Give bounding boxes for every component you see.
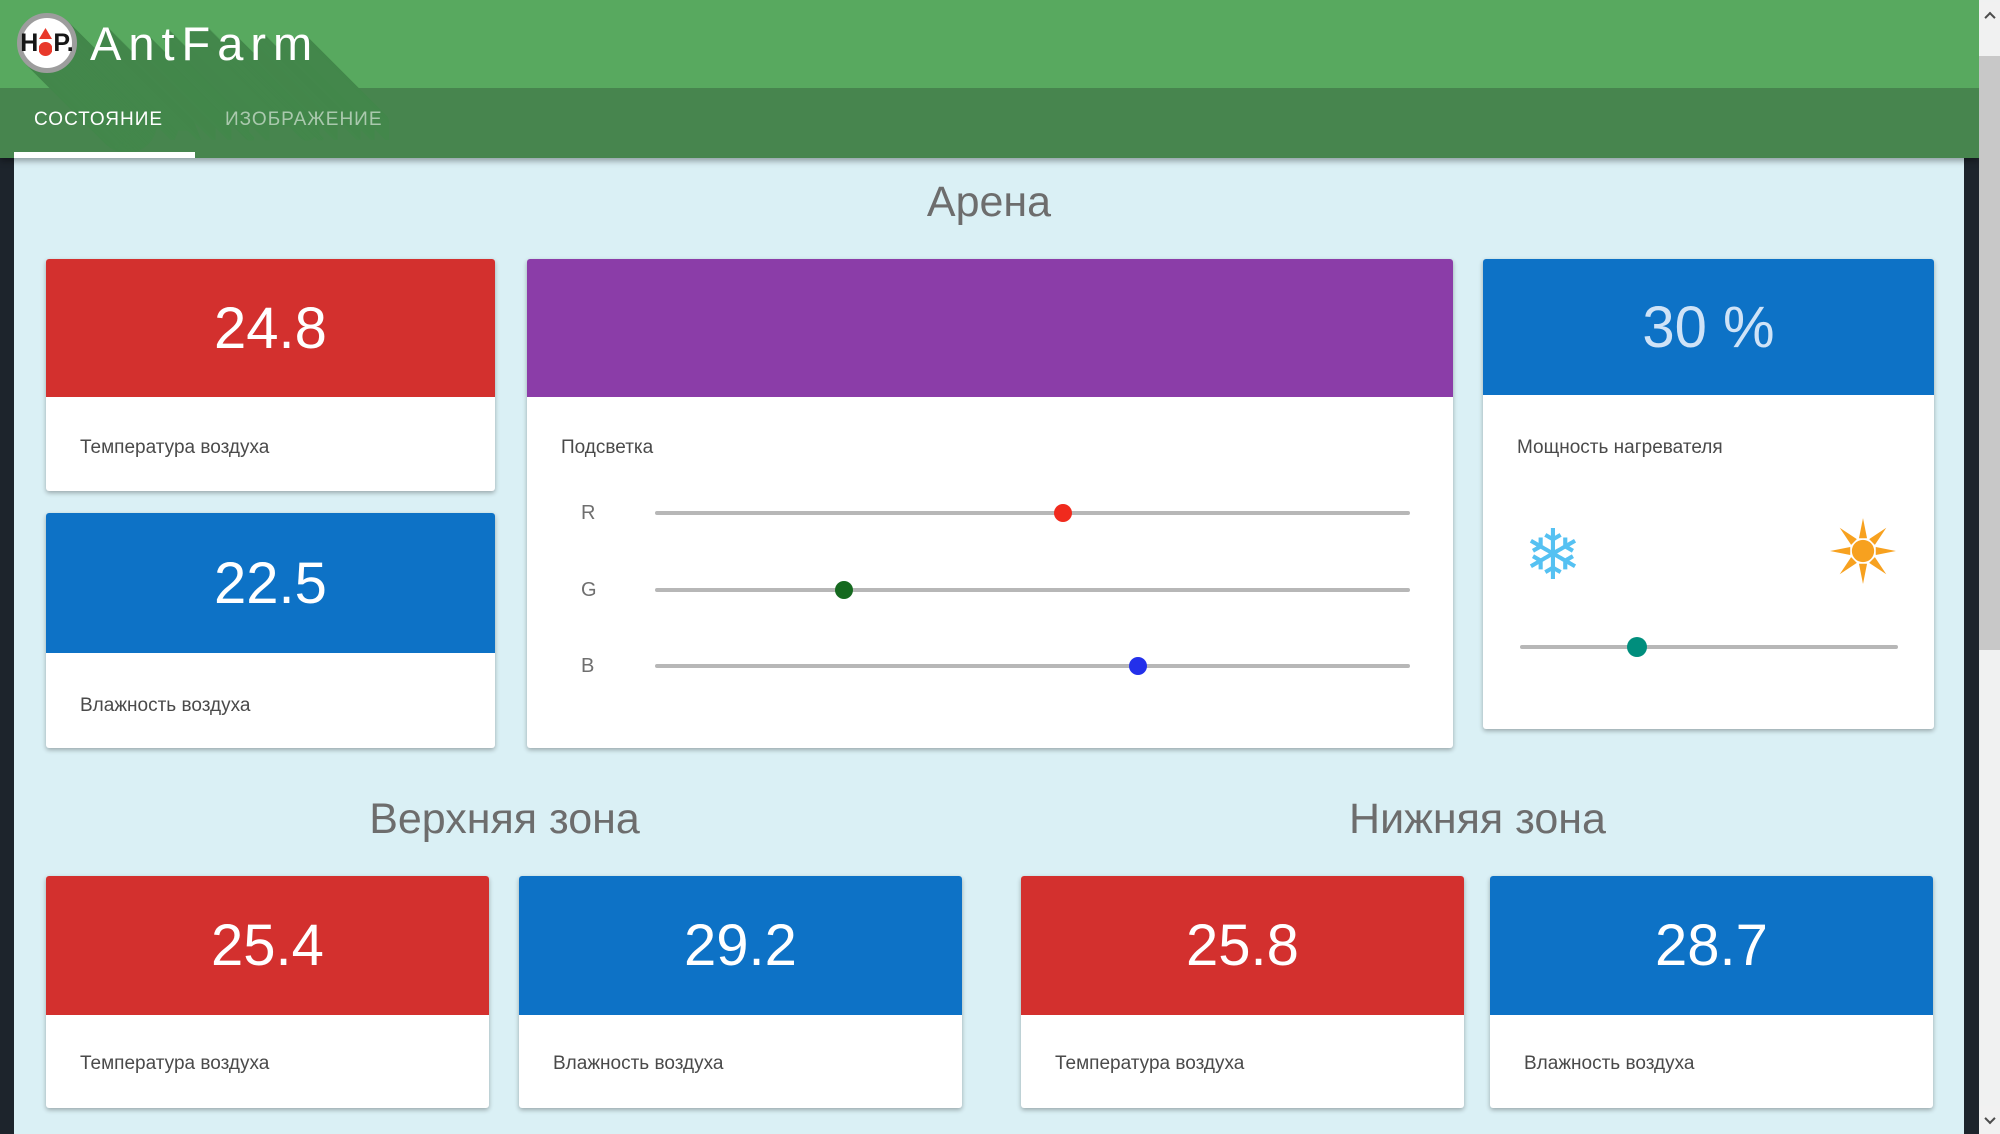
channel-label-g: G <box>581 579 597 601</box>
card-upper-humidity: 29.2 Влажность воздуха <box>519 876 962 1108</box>
card-heater: 30 % Мощность нагревателя ❄ <box>1483 259 1934 729</box>
header-top-band <box>0 0 1979 88</box>
card-arena-air-humidity: 22.5 Влажность воздуха <box>46 513 495 748</box>
card-band-heater: 30 % <box>1483 259 1934 395</box>
temperature-value: 24.8 <box>214 295 327 361</box>
card-lower-humidity: 28.7 Влажность воздуха <box>1490 876 1933 1108</box>
ant-icon <box>39 28 53 56</box>
snowflake-icon: ❄ <box>1523 516 1583 594</box>
card-band-temperature: 25.4 <box>46 876 489 1015</box>
section-title-lower-zone: Нижняя зона <box>1349 795 1606 843</box>
scroll-down-button[interactable] <box>1979 1106 2000 1134</box>
card-label: Температура воздуха <box>80 437 270 458</box>
card-label: Температура воздуха <box>80 1053 270 1074</box>
section-title-upper-zone: Верхняя зона <box>369 795 640 843</box>
section-title-arena: Арена <box>926 178 1052 226</box>
logo-letter-h: H <box>20 28 39 57</box>
active-tab-underline <box>14 152 195 158</box>
tab-state[interactable]: СОСТОЯНИЕ <box>34 109 164 130</box>
channel-label-b: B <box>581 655 595 677</box>
logo-letter-p: P. <box>53 28 74 57</box>
channel-label-r: R <box>581 502 596 524</box>
card-arena-air-temperature: 24.8 Температура воздуха <box>46 259 495 491</box>
sun-icon <box>1829 517 1897 589</box>
card-band-humidity: 22.5 <box>46 513 495 653</box>
slider-red[interactable] <box>655 503 1410 523</box>
heater-label: Мощность нагревателя <box>1517 437 1723 458</box>
slider-track[interactable] <box>655 511 1410 515</box>
vertical-scrollbar[interactable] <box>1979 0 2000 1134</box>
card-band-humidity: 28.7 <box>1490 876 1933 1015</box>
slider-track[interactable] <box>655 588 1410 592</box>
card-lower-temperature: 25.8 Температура воздуха <box>1021 876 1464 1108</box>
slider-blue[interactable] <box>655 656 1410 676</box>
app-title: AntFarm <box>90 17 320 70</box>
slider-track[interactable] <box>1520 645 1898 649</box>
card-label: Влажность воздуха <box>553 1053 724 1074</box>
humidity-value: 28.7 <box>1655 913 1768 978</box>
card-label: Влажность воздуха <box>80 695 251 716</box>
card-band-humidity: 29.2 <box>519 876 962 1015</box>
humidity-value: 22.5 <box>214 550 327 616</box>
app-logo: H P. <box>17 13 77 73</box>
slider-track[interactable] <box>655 664 1410 668</box>
heater-slider-thumb[interactable] <box>1627 637 1648 657</box>
humidity-value: 29.2 <box>684 913 797 978</box>
card-band-backlight <box>527 259 1453 397</box>
logo-monogram: H P. <box>20 28 74 58</box>
scrollbar-thumb[interactable] <box>1979 56 2000 650</box>
slider-green[interactable] <box>655 580 1410 600</box>
chevron-down-icon <box>1983 1112 1996 1125</box>
tab-image[interactable]: ИЗОБРАЖЕНИЕ <box>225 109 383 130</box>
temperature-value: 25.8 <box>1186 913 1299 978</box>
app-header: H P. AntFarm СОСТОЯНИЕ ИЗОБРАЖЕНИЕ <box>0 0 1979 158</box>
heater-value: 30 % <box>1642 294 1775 360</box>
dashboard-content: Арена 24.8 Температура воздуха 22.5 Влаж… <box>14 158 1964 1134</box>
heater-power-slider[interactable] <box>1520 637 1898 657</box>
card-upper-temperature: 25.4 Температура воздуха <box>46 876 489 1108</box>
backlight-label: Подсветка <box>561 437 654 458</box>
slider-thumb-red[interactable] <box>1053 504 1072 522</box>
slider-thumb-green[interactable] <box>834 581 853 599</box>
chevron-up-icon <box>1983 11 1996 24</box>
card-band-temperature: 24.8 <box>46 259 495 397</box>
temperature-value: 25.4 <box>211 913 324 978</box>
card-backlight: Подсветка R G B <box>527 259 1453 748</box>
card-label: Влажность воздуха <box>1524 1053 1695 1074</box>
card-label: Температура воздуха <box>1055 1053 1245 1074</box>
slider-thumb-blue[interactable] <box>1129 657 1148 675</box>
scroll-up-button[interactable] <box>1979 2 2000 30</box>
card-band-temperature: 25.8 <box>1021 876 1464 1015</box>
tab-bar <box>0 88 1979 158</box>
